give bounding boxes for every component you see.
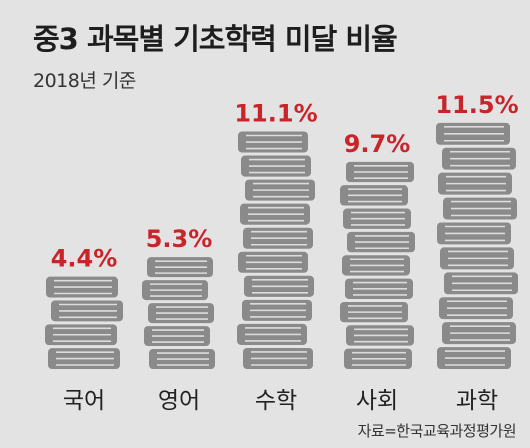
bar-사회 bbox=[340, 161, 415, 369]
bar-국어 bbox=[45, 276, 123, 369]
category-label: 과학 bbox=[456, 388, 498, 414]
chart-title: 중3 과목별 기초학력 미달 비율 bbox=[33, 22, 398, 56]
bar-영어 bbox=[142, 257, 215, 369]
category-label: 국어 bbox=[63, 388, 105, 414]
category-label: 사회 bbox=[356, 388, 398, 414]
bar-수학 bbox=[237, 131, 315, 369]
value-label: 11.1% bbox=[234, 100, 317, 128]
value-label: 4.4% bbox=[51, 245, 118, 273]
bar-과학 bbox=[436, 122, 518, 369]
chart-subtitle: 2018년 기준 bbox=[33, 70, 136, 92]
category-label: 영어 bbox=[158, 388, 200, 414]
value-label: 5.3% bbox=[146, 225, 213, 253]
source-note: 자료=한국교육과정평가원 bbox=[357, 422, 517, 440]
value-label: 11.5% bbox=[435, 91, 518, 119]
category-label: 수학 bbox=[255, 388, 297, 414]
value-label: 9.7% bbox=[344, 130, 411, 158]
